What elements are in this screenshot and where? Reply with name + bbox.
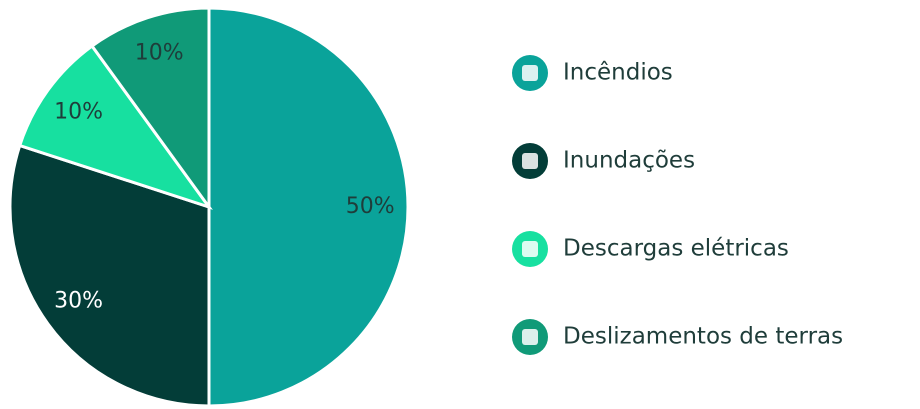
pie-slice bbox=[207, 6, 410, 408]
legend-item: Inundações bbox=[512, 143, 695, 179]
slice-label: 50% bbox=[346, 194, 395, 219]
legend-label: Inundações bbox=[563, 148, 695, 174]
slice-label: 30% bbox=[54, 289, 103, 314]
legend-label: Incêndios bbox=[563, 60, 673, 86]
legend-icon bbox=[522, 241, 538, 257]
legend-item: Deslizamentos de terras bbox=[512, 319, 843, 355]
pie-slice bbox=[17, 43, 213, 210]
slice-label: 10% bbox=[135, 41, 184, 66]
legend-icon bbox=[522, 329, 538, 345]
legend-label: Deslizamentos de terras bbox=[563, 324, 843, 350]
legend-icon bbox=[522, 153, 538, 169]
legend-item: Descargas elétricas bbox=[512, 231, 789, 267]
legend-icon bbox=[522, 65, 538, 81]
pie-slice bbox=[89, 6, 211, 212]
legend-label: Descargas elétricas bbox=[563, 236, 789, 262]
slice-label: 10% bbox=[54, 99, 103, 124]
legend-item: Incêndios bbox=[512, 55, 673, 91]
pie-slice bbox=[8, 143, 211, 408]
